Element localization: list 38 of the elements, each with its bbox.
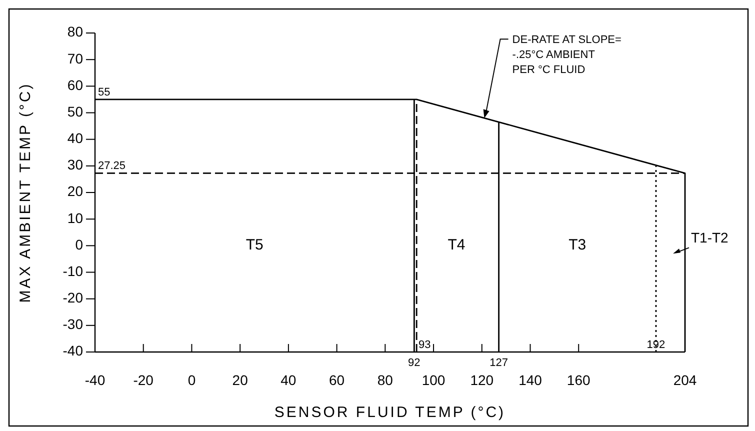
y-tick-label: 30 <box>67 156 84 173</box>
annotation: 92 <box>408 357 420 369</box>
x-tick-label: 160 <box>566 372 590 388</box>
x-tick-label: 0 <box>188 372 196 388</box>
x-tick-label: 120 <box>470 372 494 388</box>
annotation: T3 <box>568 236 586 254</box>
annotation: 55 <box>98 86 110 98</box>
text: T1-T2 <box>691 230 729 246</box>
x-axis-title: SENSOR FLUID TEMP (°C) <box>274 404 506 421</box>
x-tick-label: 204 <box>673 372 697 388</box>
y-tick-label: 40 <box>67 130 84 146</box>
annotation: 127 <box>490 357 508 369</box>
y-tick-label: -30 <box>62 316 84 332</box>
x-tick-label: -20 <box>133 372 154 388</box>
x-tick-label: 140 <box>518 372 542 388</box>
y-tick-label: 50 <box>67 103 84 120</box>
y-tick-label: 20 <box>67 183 84 200</box>
annotation: 192 <box>646 339 666 351</box>
y-tick-label: 60 <box>67 76 84 93</box>
y-tick-label: 70 <box>67 50 84 66</box>
y-tick-label: 0 <box>75 236 84 252</box>
annotation: DE-RATE AT SLOPE= -.25°C AMBIENT PER °C FLUID <box>512 34 622 76</box>
y-tick-label: 10 <box>67 210 84 226</box>
annotation: 93 <box>418 339 431 351</box>
annotation: 27.25 <box>98 160 126 172</box>
annotation: T4 <box>448 236 466 254</box>
annotation: T5 <box>246 236 264 254</box>
x-tick-label: -40 <box>84 372 106 388</box>
x-tick-label: 20 <box>232 372 248 388</box>
x-tick-label: 40 <box>280 372 296 388</box>
y-tick-label: -40 <box>62 342 84 359</box>
y-axis-title: MAX AMBIENT TEMP (°C) <box>17 82 34 303</box>
y-tick-label: 80 <box>67 24 84 40</box>
x-tick-label: 80 <box>377 372 394 388</box>
x-tick-label: 60 <box>329 372 345 388</box>
y-tick-label: -20 <box>62 290 84 306</box>
y-tick-label: -10 <box>62 262 84 279</box>
x-tick-label: 100 <box>422 372 446 388</box>
